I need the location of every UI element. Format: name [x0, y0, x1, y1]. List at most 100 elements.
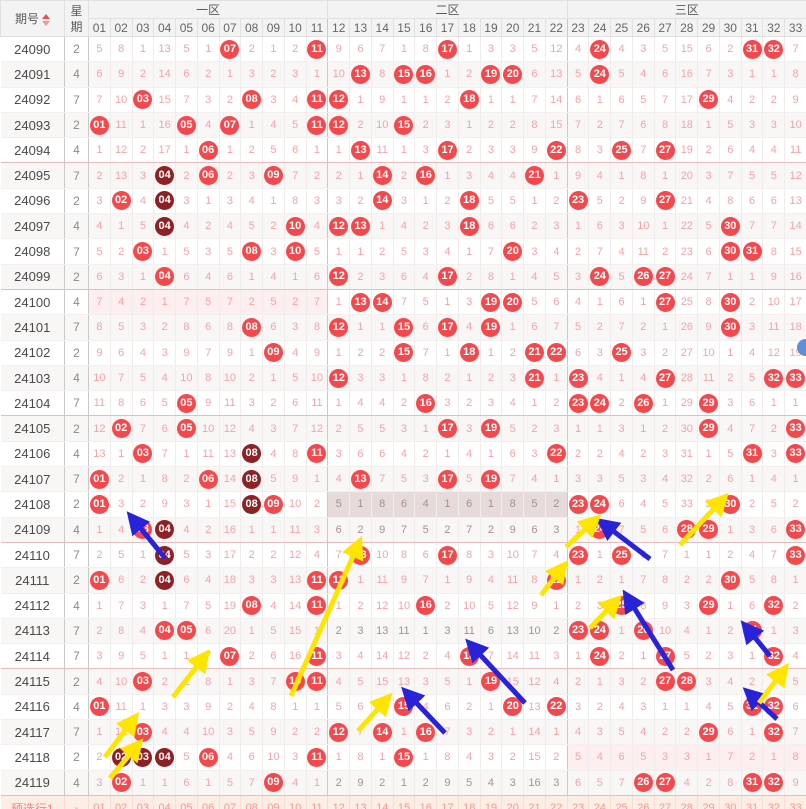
table-row: 24100 4 7 4 2 1 7 5 7 2 5 2 7 1 13 14 7 5 1 3 19 20 5 6 4 1 6 1 27 25… [0, 289, 806, 316]
table-row: 24110 7 2 5 1 04 5 3 17 2 2 12 4 7 13 10 8 6 17 8 3 10 7 4 23 1 25… [0, 542, 806, 569]
ball-cell: 05 [175, 618, 198, 645]
drawn-ball: 12 [329, 115, 349, 135]
drawn-ball: 11 [307, 39, 327, 59]
miss-cell: 3 [545, 517, 568, 543]
ball-cell: 32 [762, 694, 786, 721]
preselect-number-19[interactable]: 19 [480, 794, 503, 809]
number-column-header-29: 29 [697, 18, 720, 37]
drawn-ball: 12 [329, 317, 349, 337]
miss-cell: 13 [371, 618, 394, 645]
miss-cell: 2 [414, 643, 438, 670]
preselect-number-16[interactable]: 16 [414, 794, 438, 809]
miss-count: 2 [139, 296, 146, 309]
miss-cell: 10 [393, 593, 416, 619]
preselect-number-27[interactable]: 27 [654, 794, 677, 809]
drawn-ball: 29 [699, 722, 719, 742]
preselect-number-32[interactable]: 32 [762, 794, 786, 809]
period-cell: 24104 [0, 390, 65, 417]
preselect-number-33[interactable]: 33 [784, 794, 806, 809]
miss-cell: 17 [784, 289, 806, 316]
preselect-number-04[interactable]: 04 [153, 794, 176, 809]
miss-cell: 1 [393, 719, 416, 746]
sort-icon[interactable] [42, 13, 50, 26]
preselect-number-18[interactable]: 18 [458, 794, 481, 809]
preselect-number-23[interactable]: 23 [567, 794, 590, 809]
miss-count: 4 [205, 119, 212, 132]
preselect-number-26[interactable]: 26 [632, 794, 655, 809]
preselect-number-01[interactable]: 01 [88, 794, 111, 809]
miss-count: 2 [422, 220, 429, 233]
miss-cell: 4 [88, 213, 111, 240]
preselect-number-03[interactable]: 03 [132, 794, 155, 809]
miss-count: 3 [313, 523, 320, 536]
miss-count: 6 [118, 346, 125, 359]
period-column-header[interactable]: 期号 [0, 0, 65, 37]
drawn-ball: 29 [699, 393, 719, 413]
preselect-number-08[interactable]: 08 [240, 794, 263, 809]
miss-cell: 5 [197, 593, 220, 619]
preselect-number-07[interactable]: 07 [219, 794, 242, 809]
miss-cell: 13 [219, 441, 242, 468]
preselect-number-05[interactable]: 05 [175, 794, 198, 809]
drawn-ball: 32 [764, 773, 784, 793]
drawn-ball: 05 [176, 393, 196, 413]
miss-count: 6 [575, 93, 582, 106]
preselect-number-28[interactable]: 28 [675, 794, 699, 809]
preselect-number-11[interactable]: 11 [306, 794, 329, 809]
miss-cell: 1 [393, 365, 416, 392]
miss-count: 15 [789, 245, 802, 258]
preselect-number-06[interactable]: 06 [197, 794, 220, 809]
miss-count: 14 [223, 473, 236, 486]
preselect-number-13[interactable]: 13 [349, 794, 372, 809]
floating-widget-dot[interactable] [797, 339, 806, 356]
sort-up-icon[interactable] [42, 13, 50, 19]
miss-count: 3 [640, 473, 647, 486]
table-row: 24104 7 11 8 6 5 05 9 11 3 2 6 11 1 4 4 2 16 3 2 3 4 1 2 23 24 2 26… [0, 390, 806, 417]
miss-count: 4 [422, 270, 429, 283]
preselect-number-25[interactable]: 25 [610, 794, 633, 809]
miss-cell: 6 [240, 744, 263, 771]
miss-cell: 2 [588, 567, 612, 594]
preselect-number-10[interactable]: 10 [284, 794, 307, 809]
miss-count: 3 [161, 346, 168, 359]
preselect-number-20[interactable]: 20 [501, 794, 525, 809]
preselect-number-12[interactable]: 12 [327, 794, 351, 809]
miss-cell: 3 [480, 390, 503, 417]
miss-count: 1 [770, 397, 777, 410]
miss-cell: 14 [219, 466, 242, 493]
miss-cell: 2 [697, 770, 720, 796]
preselect-number-14[interactable]: 14 [371, 794, 394, 809]
miss-count: 5 [118, 321, 125, 334]
miss-count: 6 [183, 574, 190, 587]
preselect-number-30[interactable]: 30 [719, 794, 742, 809]
miss-cell: 2 [349, 340, 372, 366]
ball-cell: 11 [306, 36, 329, 63]
miss-count: 5 [770, 498, 777, 511]
table-row: 24096 2 3 02 4 04 3 1 3 4 1 8 3 3 2 14 3 1 2 18 5 5 1 2 23 5 2 9 27 2… [0, 188, 806, 215]
preselect-number-29[interactable]: 29 [697, 794, 720, 809]
miss-count: 4 [487, 776, 495, 789]
miss-cell: 1 [458, 112, 481, 139]
drawn-ball: 27 [655, 140, 675, 160]
miss-cell: 8 [697, 289, 720, 316]
miss-count: 1 [357, 321, 364, 334]
miss-count: 7 [96, 296, 103, 309]
preselect-number-02[interactable]: 02 [110, 794, 133, 809]
preselect-number-17[interactable]: 17 [436, 794, 459, 809]
sort-down-icon[interactable] [42, 20, 50, 26]
miss-count: 2 [792, 599, 799, 612]
preselect-number-31[interactable]: 31 [741, 794, 764, 809]
ball-cell: 07 [219, 112, 242, 139]
miss-count: 4 [792, 650, 799, 663]
miss-cell: 2 [654, 238, 677, 265]
miss-count: 3 [640, 43, 647, 56]
miss-cell: 5 [240, 719, 263, 746]
preselect-number-24[interactable]: 24 [588, 794, 612, 809]
drawn-ball: 23 [568, 393, 588, 413]
preselect-number-22[interactable]: 22 [545, 794, 568, 809]
preselect-number-09[interactable]: 09 [262, 794, 285, 809]
preselect-number-15[interactable]: 15 [393, 794, 416, 809]
preselect-number-21[interactable]: 21 [523, 794, 546, 809]
miss-cell: 4 [262, 441, 285, 468]
miss-cell: 4 [719, 415, 742, 442]
